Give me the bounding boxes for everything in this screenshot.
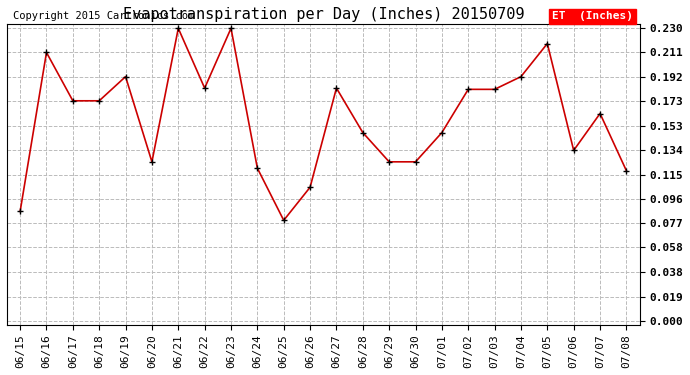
Title: Evapotranspiration per Day (Inches) 20150709: Evapotranspiration per Day (Inches) 2015… xyxy=(123,7,524,22)
Text: ET  (Inches): ET (Inches) xyxy=(552,12,633,21)
Text: Copyright 2015 Cartronics.com: Copyright 2015 Cartronics.com xyxy=(13,12,195,21)
